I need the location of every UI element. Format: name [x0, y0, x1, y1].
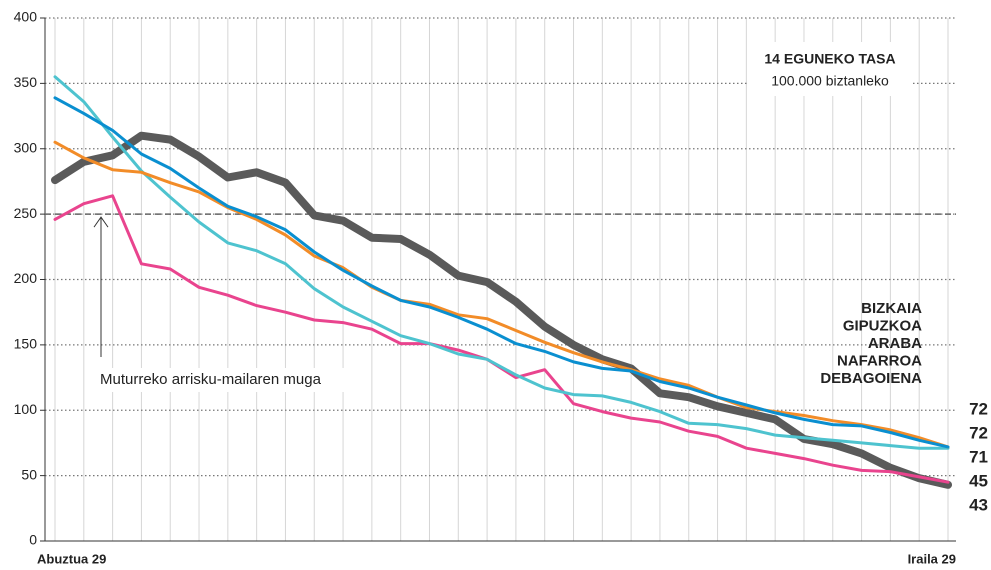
legend-entry: DEBAGOIENA [820, 370, 922, 387]
x-tick-label: Iraila 29 [908, 551, 956, 566]
chart-subtitle: 100.000 biztanleko [771, 73, 889, 89]
legend-entry: NAFARROA [837, 352, 922, 369]
y-tick-label: 200 [14, 270, 38, 286]
legend-entry: BIZKAIA [861, 300, 922, 317]
y-tick-label: 300 [14, 139, 38, 155]
chart-title: 14 EGUNEKO TASA [764, 51, 895, 67]
threshold-label-bg [92, 368, 364, 392]
y-tick-label: 0 [29, 532, 37, 548]
series-line [53, 75, 950, 450]
y-tick-label: 350 [14, 74, 38, 90]
threshold-arrowhead [93, 216, 109, 228]
lines [51, 75, 952, 489]
title-box [748, 42, 912, 96]
end-label: 43 [969, 495, 988, 514]
y-tick-label: 100 [14, 401, 38, 417]
end-label: 72 [969, 423, 988, 442]
series-line [51, 131, 952, 489]
legend-entry: ARABA [868, 335, 922, 352]
y-tick-label: 150 [14, 336, 38, 352]
series-line [53, 96, 950, 449]
series-line [53, 140, 950, 449]
y-tick-label: 250 [14, 205, 38, 221]
end-label: 45 [969, 471, 988, 490]
legend-entry: GIPUZKOA [843, 317, 922, 334]
end-label: 71 [969, 447, 988, 466]
y-tick-label: 400 [14, 9, 38, 25]
grid: 0 50 100 150 200 250 300 350 400 Muturreko arrisk… [14, 9, 956, 548]
y-tick-label: 50 [21, 466, 37, 482]
threshold-label: Muturreko arrisku-mailaren muga [100, 371, 322, 388]
end-label: 72 [969, 399, 988, 418]
x-tick-label: Abuztua 29 [37, 551, 106, 566]
